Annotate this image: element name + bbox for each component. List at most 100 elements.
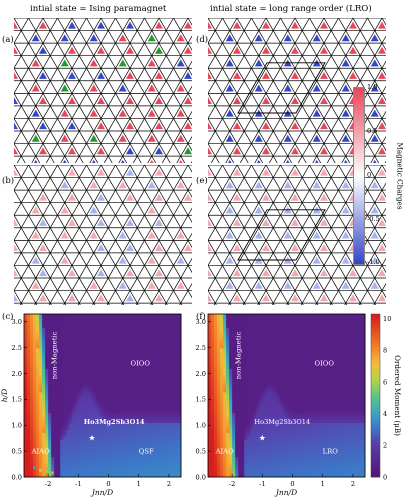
heatmap-cell	[87, 419, 91, 424]
heatmap-cell	[259, 432, 263, 437]
heatmap-cell	[135, 419, 140, 424]
heatmap-cell	[48, 371, 52, 376]
heatmap-cell	[244, 439, 248, 444]
heatmap-cell	[105, 324, 109, 328]
charge-triangle	[233, 97, 241, 105]
heatmap-cell	[39, 405, 43, 410]
heatmap-cell	[177, 432, 182, 437]
charge-triangle	[254, 231, 263, 239]
heatmap-cell	[48, 314, 52, 318]
heatmap-cell	[298, 463, 302, 468]
heatmap-cell	[208, 429, 212, 434]
heatmap-cell	[165, 470, 170, 475]
heatmap-cell	[325, 378, 330, 383]
heatmap-cell	[259, 439, 263, 444]
heatmap-cell	[60, 330, 64, 335]
heatmap-cell	[123, 361, 128, 366]
heatmap-cell	[144, 460, 149, 464]
heatmap-cell	[226, 320, 230, 325]
heatmap-cell	[51, 327, 55, 332]
heatmap-cell	[165, 439, 170, 444]
heatmap-cell	[159, 426, 164, 430]
heatmap-cell	[153, 351, 158, 356]
heatmap-cell	[280, 436, 284, 441]
heatmap-cell	[93, 344, 97, 349]
heatmap-cell	[57, 432, 61, 437]
heatmap-cell	[265, 422, 269, 427]
heatmap-cell	[325, 419, 330, 424]
heatmap-cell	[304, 460, 309, 464]
heatmap-cell	[93, 337, 97, 342]
heatmap-cell	[117, 378, 122, 383]
charge-triangle	[155, 193, 163, 201]
heatmap-cell	[217, 351, 221, 356]
heatmap-cell	[84, 419, 88, 424]
heatmap-cell	[156, 330, 161, 335]
heatmap-cell	[168, 470, 173, 475]
heatmap-cell	[271, 439, 275, 444]
heatmap-cell	[208, 446, 212, 451]
heatmap-cell	[268, 334, 272, 339]
heatmap-cell	[60, 419, 64, 424]
heatmap-cell	[69, 398, 73, 403]
heatmap-cell	[123, 473, 128, 478]
heatmap-cell	[208, 351, 212, 356]
heatmap-cell	[241, 385, 245, 390]
heatmap-cell	[45, 398, 49, 403]
heatmap-cell	[159, 337, 164, 342]
heatmap-cell	[328, 327, 333, 332]
heatmap-cell	[120, 473, 125, 478]
heatmap-cell	[277, 470, 281, 475]
heatmap-cell	[214, 409, 218, 413]
heatmap-cell	[138, 439, 143, 444]
heatmap-cell	[292, 415, 296, 420]
heatmap-cell	[117, 470, 122, 475]
heatmap-cell	[289, 351, 293, 356]
heatmap-cell	[117, 392, 122, 396]
heatmap-cell	[99, 470, 103, 475]
heatmap-cell	[153, 398, 158, 403]
charge-triangle	[147, 281, 156, 289]
heatmap-cell	[93, 429, 97, 434]
heatmap-cell	[126, 466, 131, 471]
lattice-bonds	[14, 18, 192, 163]
heatmap-cell	[286, 456, 290, 461]
heatmap-cell	[307, 446, 312, 451]
heatmap-cell	[114, 426, 118, 430]
heatmap-cell	[325, 432, 330, 437]
heatmap-cell	[72, 358, 76, 362]
heatmap-cell	[42, 443, 46, 447]
heatmap-cell	[168, 436, 173, 441]
heatmap-cell	[117, 388, 122, 393]
heatmap-cell	[171, 456, 176, 461]
heatmap-cell	[274, 361, 278, 366]
heatmap-cell	[150, 375, 155, 379]
heatmap-cell	[135, 368, 140, 373]
heatmap-cell	[45, 337, 49, 342]
heatmap-cell	[325, 412, 330, 417]
heatmap-cell	[295, 405, 299, 410]
heatmap-cell	[220, 470, 224, 475]
heatmap-cell	[307, 419, 312, 424]
heatmap-cell	[48, 402, 52, 407]
heatmap-cell	[289, 432, 293, 437]
heatmap-cell	[69, 344, 73, 349]
heatmap-cell	[78, 398, 82, 403]
heatmap-cell	[147, 351, 152, 356]
heatmap-cell	[223, 432, 227, 437]
heatmap-cell	[132, 409, 137, 413]
heatmap-cell	[220, 456, 224, 461]
heatmap-cell	[271, 358, 275, 362]
heatmap-cell	[54, 453, 58, 458]
heatmap-cell	[24, 337, 28, 342]
heatmap-cell	[328, 334, 333, 339]
heatmap-cell	[283, 385, 287, 390]
heatmap-cell	[283, 364, 287, 369]
heatmap-cell	[57, 473, 61, 478]
heatmap-cell	[313, 344, 318, 349]
heatmap-cell	[120, 412, 125, 417]
heatmap-cell	[241, 314, 245, 318]
heatmap-cell	[289, 375, 293, 379]
heatmap-cell	[171, 443, 176, 447]
heatmap-cell	[217, 446, 221, 451]
